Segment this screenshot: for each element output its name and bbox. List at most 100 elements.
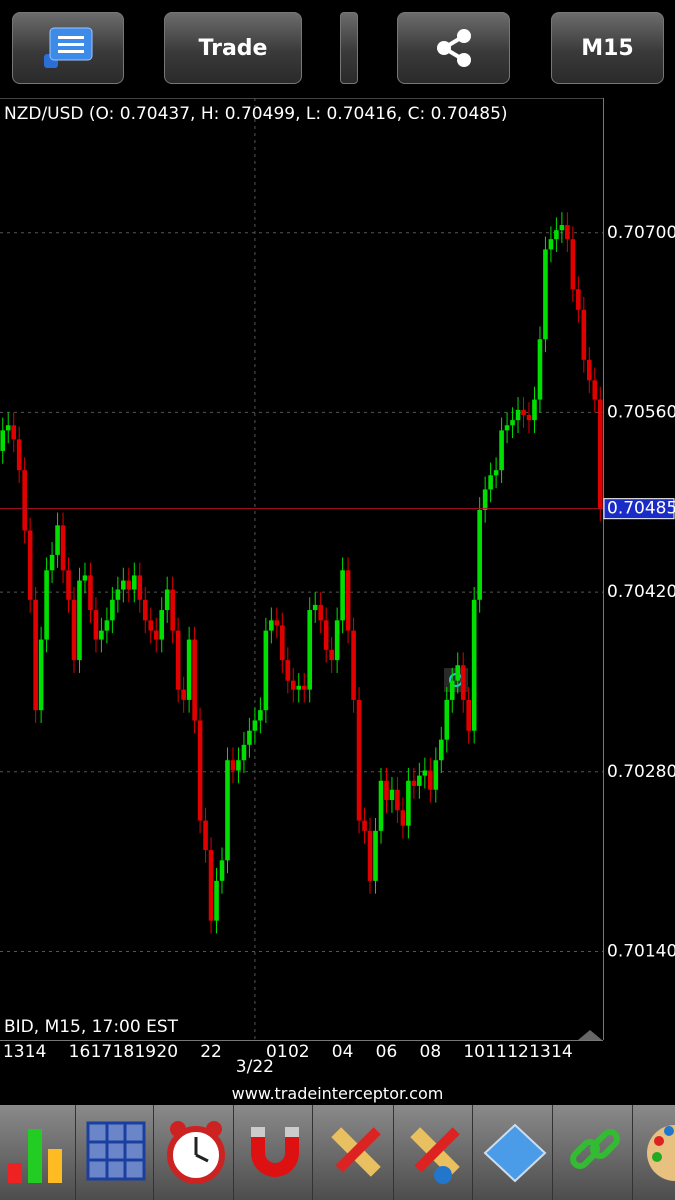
candle-body <box>274 620 280 626</box>
candle-body <box>570 239 576 290</box>
x-tick-label: 17 <box>91 1042 113 1062</box>
candle-body <box>510 420 515 426</box>
x-tick-label: 18 <box>113 1042 135 1062</box>
candle-body <box>340 570 345 621</box>
bottom-toolbar <box>0 1105 675 1200</box>
candle-body <box>132 575 137 590</box>
icon <box>251 1127 299 1177</box>
candle-body <box>5 425 11 431</box>
candle-body <box>548 239 554 250</box>
candle-body <box>301 685 307 690</box>
candle-body <box>219 860 225 881</box>
candle-body <box>318 604 323 621</box>
candle-body <box>296 685 302 690</box>
x-tick-label: 02 <box>288 1042 310 1062</box>
candle-body <box>66 570 71 600</box>
candle-body <box>290 680 296 690</box>
icon <box>410 1127 460 1184</box>
candle-body <box>170 589 175 631</box>
candle-body <box>258 710 263 721</box>
candle-body <box>592 380 598 400</box>
y-tick-label: 0.70420 <box>607 582 675 602</box>
chart-subtitle: BID, M15, 17:00 EST <box>4 1017 179 1037</box>
candle-body <box>159 610 165 640</box>
candle-body <box>345 570 351 631</box>
candle-body <box>99 630 104 640</box>
draw-tool[interactable] <box>318 1105 394 1200</box>
candle-body <box>329 649 334 661</box>
candle-body <box>142 599 148 621</box>
candle-body <box>181 689 186 700</box>
x-tick-label: 13 <box>529 1042 551 1062</box>
menu-button[interactable] <box>12 12 124 84</box>
candle-body <box>88 575 93 611</box>
candle-body <box>488 475 493 490</box>
candle-body <box>532 399 537 421</box>
candle-body <box>471 599 477 731</box>
candle-body <box>82 575 88 581</box>
candle-body <box>422 770 428 776</box>
y-tick-label: 0.70560 <box>607 402 675 422</box>
candle-body <box>38 639 44 711</box>
candle-body <box>110 599 115 621</box>
candle-body <box>312 604 318 611</box>
candle-body <box>438 739 444 761</box>
icon <box>86 1121 146 1181</box>
candle-body <box>225 760 230 861</box>
candle-body <box>559 225 565 231</box>
indicators-tool[interactable] <box>0 1105 76 1200</box>
candle-body <box>104 620 110 631</box>
candle-body <box>22 470 27 531</box>
timeframe-button[interactable]: M15 <box>551 12 664 84</box>
link-tool[interactable] <box>557 1105 633 1200</box>
share-icon <box>436 29 471 67</box>
icon <box>483 1123 547 1183</box>
magnet-tool[interactable] <box>237 1105 313 1200</box>
alarm-tool[interactable] <box>158 1105 234 1200</box>
candle-body <box>373 830 378 881</box>
candle-body <box>389 789 395 801</box>
resize-handle[interactable] <box>578 1030 602 1040</box>
candle-body <box>504 425 510 431</box>
candle-body <box>466 699 471 731</box>
grid-tool[interactable] <box>78 1105 154 1200</box>
last-price-box <box>603 498 675 520</box>
candle-body <box>395 789 400 811</box>
candle-body <box>384 780 389 801</box>
x-tick-label: 3/22 <box>236 1057 274 1077</box>
candle-body <box>280 625 285 661</box>
candle-body <box>576 289 581 310</box>
x-tick-label: 20 <box>156 1042 178 1062</box>
candle-body <box>482 489 488 510</box>
last-price-label: 0.70485 <box>607 499 675 519</box>
candle-body <box>247 730 252 745</box>
draw-info-tool[interactable] <box>397 1105 473 1200</box>
candle-body <box>307 610 313 690</box>
candle-body <box>126 580 132 590</box>
x-tick-label: 16 <box>69 1042 91 1062</box>
candle-body <box>71 599 77 661</box>
x-tick-label: 14 <box>25 1042 47 1062</box>
trade-button[interactable]: Trade <box>164 12 302 84</box>
y-tick-label: 0.70280 <box>607 762 675 782</box>
candle-body <box>203 820 208 851</box>
candle-body <box>554 230 559 240</box>
candle-body <box>460 665 466 700</box>
palette-tool[interactable] <box>637 1105 675 1200</box>
icon <box>331 1127 381 1177</box>
candle-body <box>236 760 241 771</box>
candle-body <box>44 570 49 640</box>
candle-body <box>164 589 170 611</box>
candle-body <box>581 309 587 360</box>
candle-body <box>214 880 219 921</box>
folder-tool[interactable] <box>477 1105 553 1200</box>
candle-body <box>0 430 6 451</box>
icon <box>8 1129 62 1183</box>
candle-body <box>586 359 592 381</box>
share-button[interactable] <box>397 12 510 84</box>
x-tick-label: 01 <box>266 1042 288 1062</box>
scroll-handle[interactable] <box>340 12 358 84</box>
footer-url: www.tradeinterceptor.com <box>231 1084 444 1103</box>
x-tick-label: 22 <box>200 1042 222 1062</box>
candle-body <box>60 525 66 571</box>
